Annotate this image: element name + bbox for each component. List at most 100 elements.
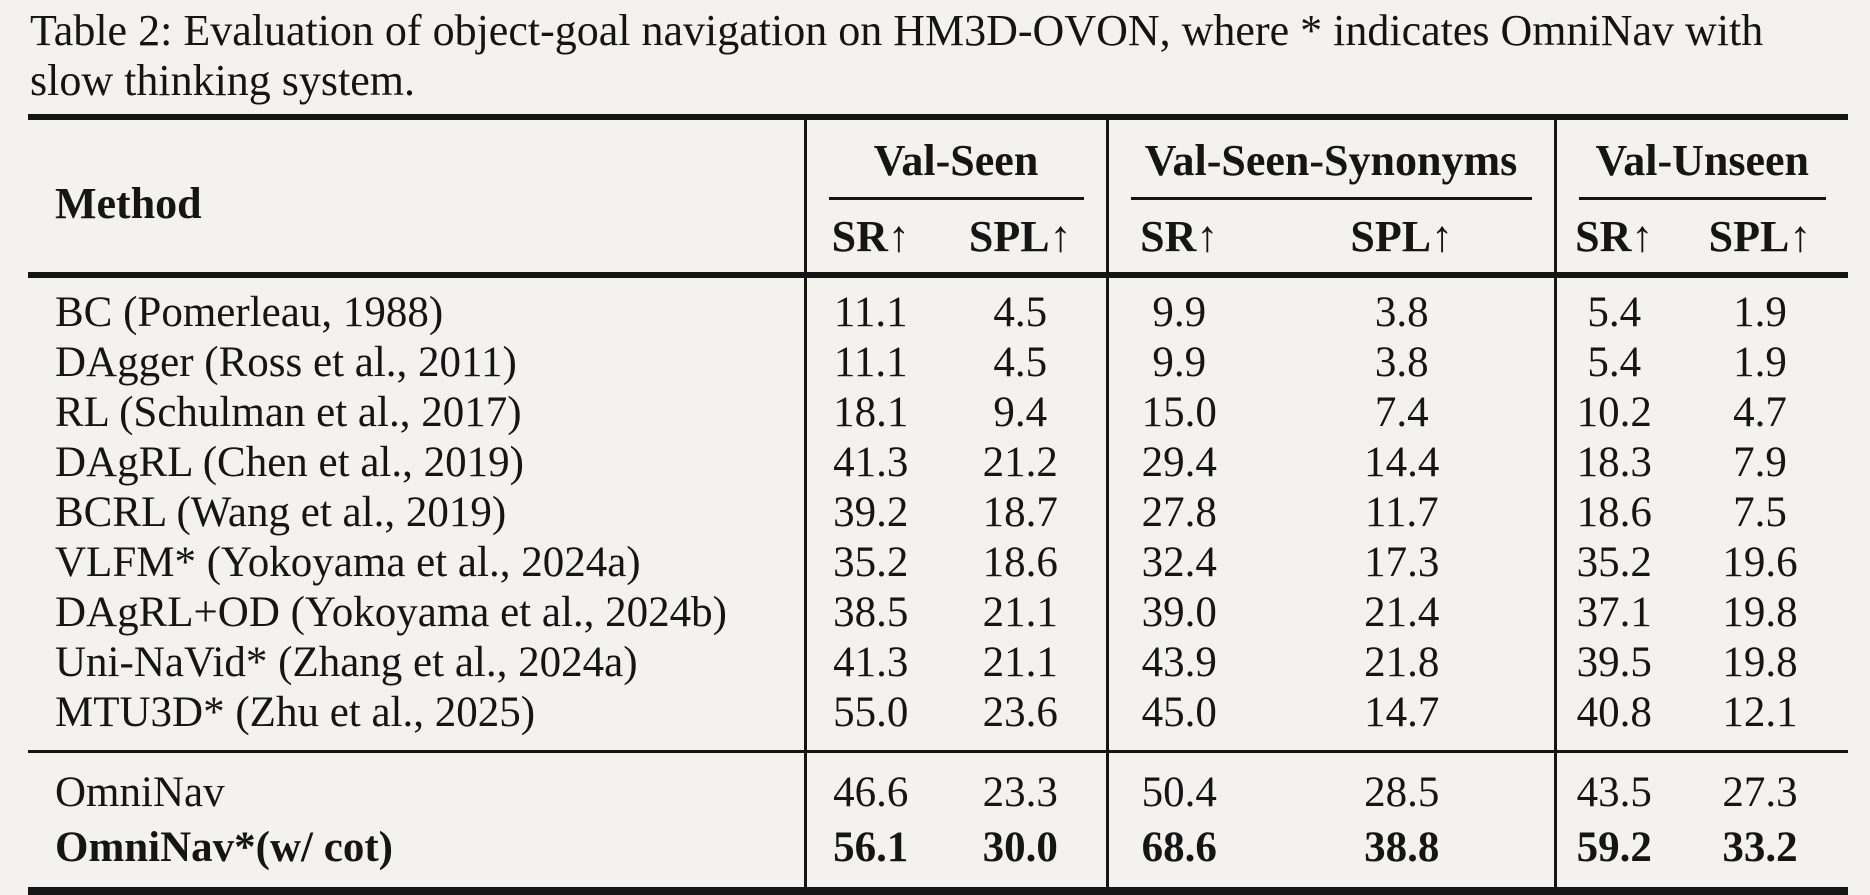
value-cell: 27.8 xyxy=(1105,488,1250,539)
method-cell: Uni-NaVid* (Zhang et al., 2024a) xyxy=(55,639,638,687)
value-cell: 21.8 xyxy=(1364,639,1440,687)
subheader-sr: SR↑ xyxy=(1105,200,1250,276)
table-row-omninav: OmniNav 46.6 23.3 50.4 28.5 43.5 27.3 xyxy=(28,750,1849,821)
value-cell: 18.7 xyxy=(982,489,1058,537)
value-cell: 27.3 xyxy=(1672,750,1849,821)
table-caption: Table 2: Evaluation of object-goal navig… xyxy=(30,6,1764,106)
value-cell: 21.1 xyxy=(982,589,1058,637)
value-cell: 9.9 xyxy=(1105,338,1250,389)
value-cell: 15.0 xyxy=(1105,388,1250,439)
value-cell: 11.1 xyxy=(803,275,935,339)
value-cell: 50.4 xyxy=(1105,750,1250,821)
value-cell: 11.7 xyxy=(1364,489,1439,537)
value-cell: 18.1 xyxy=(803,388,935,439)
value-cell: 7.4 xyxy=(1374,389,1429,437)
method-cell: MTU3D* (Zhu et al., 2025) xyxy=(55,689,536,737)
value-cell: 56.1 xyxy=(803,820,935,892)
value-cell: 39.5 xyxy=(1553,638,1673,689)
value-cell: 1.9 xyxy=(1733,339,1787,387)
value-cell: 10.2 xyxy=(1553,388,1673,439)
value-cell: 7.5 xyxy=(1733,489,1787,537)
value-cell: 14.4 xyxy=(1364,439,1440,487)
method-cell: DAgRL+OD (Yokoyama et al., 2024b) xyxy=(55,589,727,637)
value-cell: 12.1 xyxy=(1722,689,1798,737)
value-cell: 33.2 xyxy=(1722,824,1798,872)
value-cell: 30.0 xyxy=(982,824,1058,872)
table-row: DAgRL (Chen et al., 2019) 41.3 21.2 29.4… xyxy=(28,438,1848,489)
value-cell: 45.0 xyxy=(1105,688,1250,752)
value-cell: 18.3 xyxy=(1553,438,1673,489)
value-cell: 19.8 xyxy=(1722,639,1798,687)
group-header-val-seen-synonyms: Val-Seen-Synonyms xyxy=(1105,117,1556,201)
value-cell: 3.8 xyxy=(1374,339,1429,387)
value-cell: 5.4 xyxy=(1553,338,1673,389)
subheader-sr: SR↑ xyxy=(1553,200,1673,276)
value-cell: 68.6 xyxy=(1105,820,1250,892)
method-cell: RL (Schulman et al., 2017) xyxy=(55,389,522,437)
value-cell: 4.7 xyxy=(1733,389,1787,437)
value-cell: 28.5 xyxy=(1250,750,1556,821)
value-cell: 55.0 xyxy=(803,688,935,752)
value-cell: 38.8 xyxy=(1364,824,1440,872)
value-cell: 40.8 xyxy=(1553,688,1673,752)
value-cell: 17.3 xyxy=(1364,539,1440,587)
method-cell: VLFM* (Yokoyama et al., 2024a) xyxy=(55,539,641,587)
method-cell: BC (Pomerleau, 1988) xyxy=(55,289,444,337)
value-cell: 9.4 xyxy=(993,389,1048,437)
value-cell: 39.0 xyxy=(1105,588,1250,639)
value-cell: 1.9 xyxy=(1733,289,1787,337)
value-cell: 18.6 xyxy=(1553,488,1673,539)
method-cell: DAgRL (Chen et al., 2019) xyxy=(55,439,524,487)
value-cell: 3.8 xyxy=(1374,289,1429,337)
value-cell: 41.3 xyxy=(803,638,935,689)
group-header-row: Method Val-Seen Val-Seen-Synonyms Val-Un… xyxy=(28,117,1849,228)
table-row: Uni-NaVid* (Zhang et al., 2024a) 41.3 21… xyxy=(28,638,1848,689)
value-cell: 46.6 xyxy=(803,750,935,821)
value-cell: 35.2 xyxy=(803,538,935,589)
group-header-val-unseen: Val-Unseen xyxy=(1553,117,1849,201)
value-cell: 37.1 xyxy=(1553,588,1673,639)
subheader-row: SR↑ SPL↑ SR↑ SPL↑ SR↑ SPL↑ xyxy=(28,200,1849,276)
subheader-spl: SPL↑ xyxy=(1350,211,1454,261)
value-cell: 4.5 xyxy=(993,339,1048,387)
value-cell: 43.9 xyxy=(1105,638,1250,689)
value-cell: 19.6 xyxy=(1722,539,1798,587)
table-row: VLFM* (Yokoyama et al., 2024a) 35.2 18.6… xyxy=(28,538,1848,589)
value-cell: 39.2 xyxy=(803,488,935,539)
value-cell: 14.7 xyxy=(1364,689,1440,737)
table-row: BCRL (Wang et al., 2019) 39.2 18.7 27.8 … xyxy=(28,488,1848,539)
value-cell: 32.4 xyxy=(1105,538,1250,589)
value-cell: 11.1 xyxy=(803,338,935,389)
value-cell: 19.8 xyxy=(1722,589,1798,637)
table-row: BC (Pomerleau, 1988) 11.1 4.5 9.9 3.8 5.… xyxy=(28,275,1848,339)
value-cell: 35.2 xyxy=(1553,538,1673,589)
column-header-method: Method xyxy=(55,179,202,229)
group-header-val-seen: Val-Seen xyxy=(803,117,1107,201)
value-cell: 41.3 xyxy=(803,438,935,489)
method-cell: OmniNav*(w/ cot) xyxy=(55,824,393,872)
value-cell: 7.9 xyxy=(1733,439,1787,487)
table-row: MTU3D* (Zhu et al., 2025) 55.0 23.6 45.0… xyxy=(28,688,1848,752)
table-row-omninav-cot: OmniNav*(w/ cot) 56.1 30.0 68.6 38.8 59.… xyxy=(28,820,1848,892)
value-cell: 21.4 xyxy=(1364,589,1440,637)
method-cell: DAgger (Ross et al., 2011) xyxy=(55,339,517,387)
value-cell: 4.5 xyxy=(993,289,1048,337)
subheader-spl: SPL↑ xyxy=(1708,211,1812,261)
value-cell: 38.5 xyxy=(803,588,935,639)
subheader-spl: SPL↑ xyxy=(968,211,1072,261)
value-cell: 23.3 xyxy=(935,750,1107,821)
value-cell: 43.5 xyxy=(1553,750,1673,821)
value-cell: 18.6 xyxy=(982,539,1058,587)
value-cell: 21.1 xyxy=(982,639,1058,687)
table-row: DAgRL+OD (Yokoyama et al., 2024b) 38.5 2… xyxy=(28,588,1848,639)
method-cell: BCRL (Wang et al., 2019) xyxy=(55,489,507,537)
value-cell: 59.2 xyxy=(1553,820,1673,892)
subheader-sr: SR↑ xyxy=(803,200,935,276)
table-row: DAgger (Ross et al., 2011) 11.1 4.5 9.9 … xyxy=(28,338,1848,389)
table-row: RL (Schulman et al., 2017) 18.1 9.4 15.0… xyxy=(28,388,1848,439)
value-cell: 5.4 xyxy=(1553,275,1673,339)
value-cell: 23.6 xyxy=(982,689,1058,737)
results-table: Method Val-Seen Val-Seen-Synonyms Val-Un… xyxy=(28,114,1849,895)
value-cell: 21.2 xyxy=(982,439,1058,487)
value-cell: 9.9 xyxy=(1105,275,1250,339)
